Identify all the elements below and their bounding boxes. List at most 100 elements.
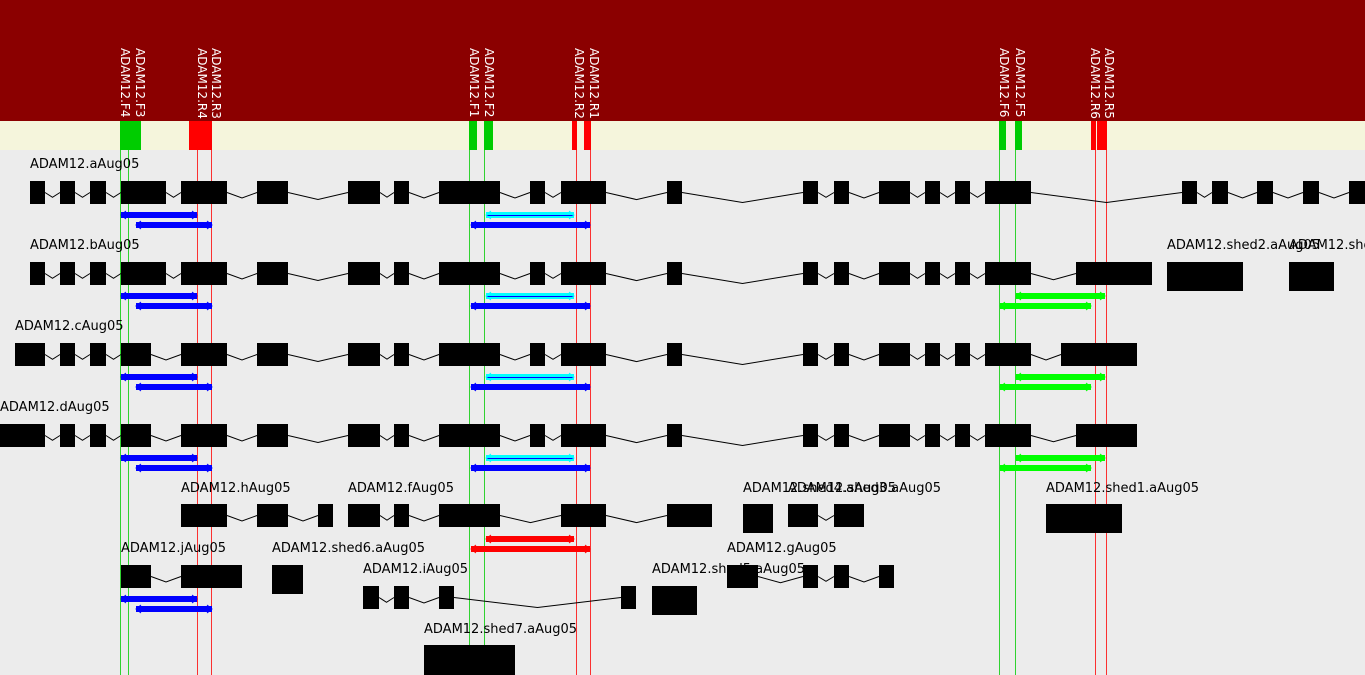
intron-line <box>757 576 804 584</box>
amplicon-right-arrow <box>1085 301 1092 311</box>
exon-block <box>1257 181 1273 204</box>
intron-line <box>969 273 986 279</box>
exon-block <box>803 424 818 447</box>
transcript-label: ADAM12.shed1.aAug05 <box>1046 481 1199 496</box>
intron-line <box>969 192 986 198</box>
intron-line <box>817 435 835 441</box>
exon-block <box>181 343 227 366</box>
intron-line <box>226 273 258 280</box>
amplicon-right-arrow <box>568 372 575 382</box>
amplicon-f2-r2 <box>485 372 575 382</box>
exon-block <box>318 504 333 527</box>
intron-line <box>379 354 395 360</box>
amplicon-f5-r5 <box>1015 453 1106 463</box>
amplicon-left-arrow <box>135 220 142 230</box>
transcript-label: ADAM12.iAug05 <box>363 562 468 577</box>
exon-block <box>121 565 151 588</box>
amplicon-right-arrow <box>191 210 198 220</box>
amplicon-f1-r1 <box>470 382 591 392</box>
transcript-adam12-shed7-aaug05: ADAM12.shed7.aAug05 <box>424 622 577 675</box>
intron-line <box>605 354 668 363</box>
amplicon-left-arrow <box>470 544 477 554</box>
primer-R6-block <box>1091 121 1096 150</box>
amplicon-right-arrow <box>191 372 198 382</box>
exon-block <box>1289 262 1334 291</box>
amplicon-left-arrow <box>999 382 1006 392</box>
exon-block <box>621 586 636 609</box>
amplicon-right-arrow <box>1099 453 1106 463</box>
intron-line <box>605 515 668 524</box>
exon-block <box>834 504 864 527</box>
amplicon-left-arrow <box>120 453 127 463</box>
intron-line <box>499 354 531 361</box>
exon-block <box>879 181 910 204</box>
transcript-adam12-shed2-aaug05: ADAM12.shed2.aAug05 <box>1167 238 1320 291</box>
intron-line <box>848 576 880 583</box>
primer-R4-block <box>189 121 198 150</box>
transcript-label: ADAM12.cAug05 <box>15 319 124 334</box>
intron-line <box>74 273 91 279</box>
exon-block <box>1076 424 1137 447</box>
transcript-adam12-iaug05: ADAM12.iAug05 <box>363 562 636 609</box>
amplicon-left-arrow <box>999 301 1006 311</box>
exon-block <box>530 181 545 204</box>
amplicon-right-arrow <box>206 220 213 230</box>
exon-block <box>834 181 849 204</box>
exon-block <box>1061 343 1137 366</box>
primer-F6-block <box>999 121 1006 150</box>
amplicon-f1-r1 <box>470 301 591 311</box>
intron-line <box>909 435 926 441</box>
intron-line <box>848 192 880 199</box>
transcript-label: ADAM12.shed2.aAug05 <box>1167 238 1320 253</box>
primer-R3-label: ADAM12.R3 <box>209 48 223 119</box>
intron-line <box>226 435 258 442</box>
intron-line <box>379 435 395 441</box>
exon-block <box>30 181 45 204</box>
amplicon-f2-r2 <box>485 291 575 301</box>
transcript-adam12-shed5-aaug05: ADAM12.shed5.aAug05 <box>652 562 805 615</box>
amplicon-right-arrow <box>206 604 213 614</box>
intron-line <box>1030 273 1077 281</box>
exon-block <box>90 343 106 366</box>
exon-block <box>424 645 515 675</box>
intron-line <box>909 273 926 279</box>
intron-line <box>226 515 258 522</box>
amplicon-right-arrow <box>191 594 198 604</box>
exon-block <box>439 586 454 609</box>
intron-line <box>1318 192 1350 199</box>
exon-block <box>834 565 849 588</box>
exon-block <box>90 424 106 447</box>
transcript-adam12-jaug05: ADAM12.jAug05 <box>121 541 242 588</box>
exon-block <box>925 262 940 285</box>
intron-line <box>453 597 622 609</box>
intron-line <box>817 273 835 279</box>
amplicon-f1-r1 <box>470 220 591 230</box>
amplicon-right-arrow <box>584 301 591 311</box>
transcript-label: ADAM12.shed5.aAug05 <box>652 562 805 577</box>
primer-R5-block <box>1097 121 1107 150</box>
intron-line <box>1227 192 1258 199</box>
transcript-adam12-aaug05: ADAM12.aAug05 <box>30 157 1365 204</box>
exon-block <box>834 424 849 447</box>
transcript-adam12-shed4-aaug05: ADAM12.shed4.aAug05 <box>743 481 896 533</box>
amplicon-right-arrow <box>206 463 213 473</box>
exon-block <box>15 343 45 366</box>
genome-header-band <box>0 0 1365 121</box>
intron-line <box>165 273 182 279</box>
intron-line <box>817 192 835 198</box>
intron-line <box>408 354 440 361</box>
exon-block <box>90 262 106 285</box>
primer-R2-block <box>572 121 577 150</box>
amplicon-left-arrow <box>120 210 127 220</box>
amplicon-right-arrow <box>584 220 591 230</box>
transcript-adam12-baug05: ADAM12.bAug05 <box>30 238 1152 285</box>
primer-F5-label: ADAM12.F5 <box>1013 48 1027 117</box>
intron-line <box>408 273 440 280</box>
exon-block <box>439 181 500 204</box>
primer-F1-block <box>469 121 477 150</box>
exon-block <box>60 424 75 447</box>
intron-line <box>939 354 956 360</box>
intron-line <box>408 435 440 442</box>
exon-block <box>727 565 758 588</box>
